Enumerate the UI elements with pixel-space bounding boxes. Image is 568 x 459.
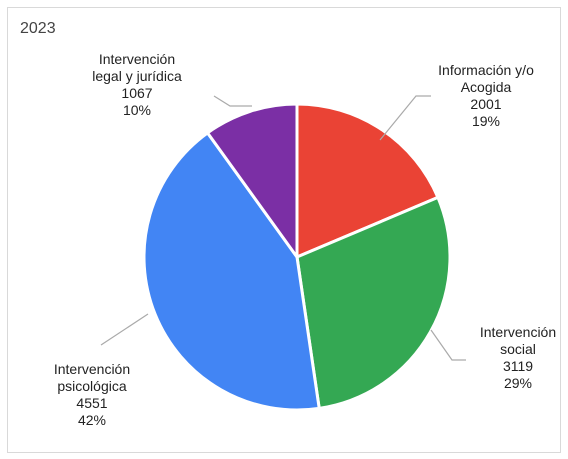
slice-label-percent: 42% bbox=[78, 412, 106, 428]
pie-slice bbox=[142, 131, 321, 412]
leader-line bbox=[100, 313, 149, 346]
slice-labels: Información y/o Acogida 2001 19% Intervenció… bbox=[54, 51, 556, 428]
chart-title: 2023 bbox=[20, 20, 56, 37]
pie-slices bbox=[142, 102, 452, 412]
pie-slice bbox=[206, 102, 299, 259]
slice-label-name: Información y/o bbox=[438, 62, 534, 78]
leader-line bbox=[213, 95, 252, 107]
slice-label-value: 3119 bbox=[503, 358, 533, 374]
pie-slice bbox=[295, 195, 452, 410]
slice-label-name: legal y jurídica bbox=[92, 68, 182, 84]
slice-label-name: psicológica bbox=[57, 378, 126, 394]
slice-label-value: 1067 bbox=[121, 85, 152, 101]
leader-line bbox=[379, 95, 431, 141]
slice-label-percent: 29% bbox=[504, 375, 532, 391]
slice-label-percent: 10% bbox=[123, 102, 151, 118]
slice-label-value: 2001 bbox=[470, 96, 501, 112]
slice-label: Intervención legal y jurídica 1067 10% bbox=[92, 51, 182, 118]
slice-label-name: Intervención bbox=[54, 361, 130, 377]
slice-label-percent: 19% bbox=[472, 113, 500, 129]
slice-label: Intervención social 3119 29% bbox=[480, 324, 556, 391]
slice-label-name: Acogida bbox=[461, 79, 512, 95]
pie-slice bbox=[295, 102, 440, 259]
slice-label-value: 4551 bbox=[76, 395, 107, 411]
leader-line bbox=[430, 329, 466, 361]
leader-lines bbox=[100, 95, 466, 361]
slice-label-name: Intervención bbox=[480, 324, 556, 340]
slice-label: Intervención psicológica 4551 42% bbox=[54, 361, 130, 428]
slice-label: Información y/o Acogida 2001 19% bbox=[438, 62, 534, 129]
slice-label-name: Intervención bbox=[99, 51, 175, 67]
slice-label-name: social bbox=[500, 341, 536, 357]
